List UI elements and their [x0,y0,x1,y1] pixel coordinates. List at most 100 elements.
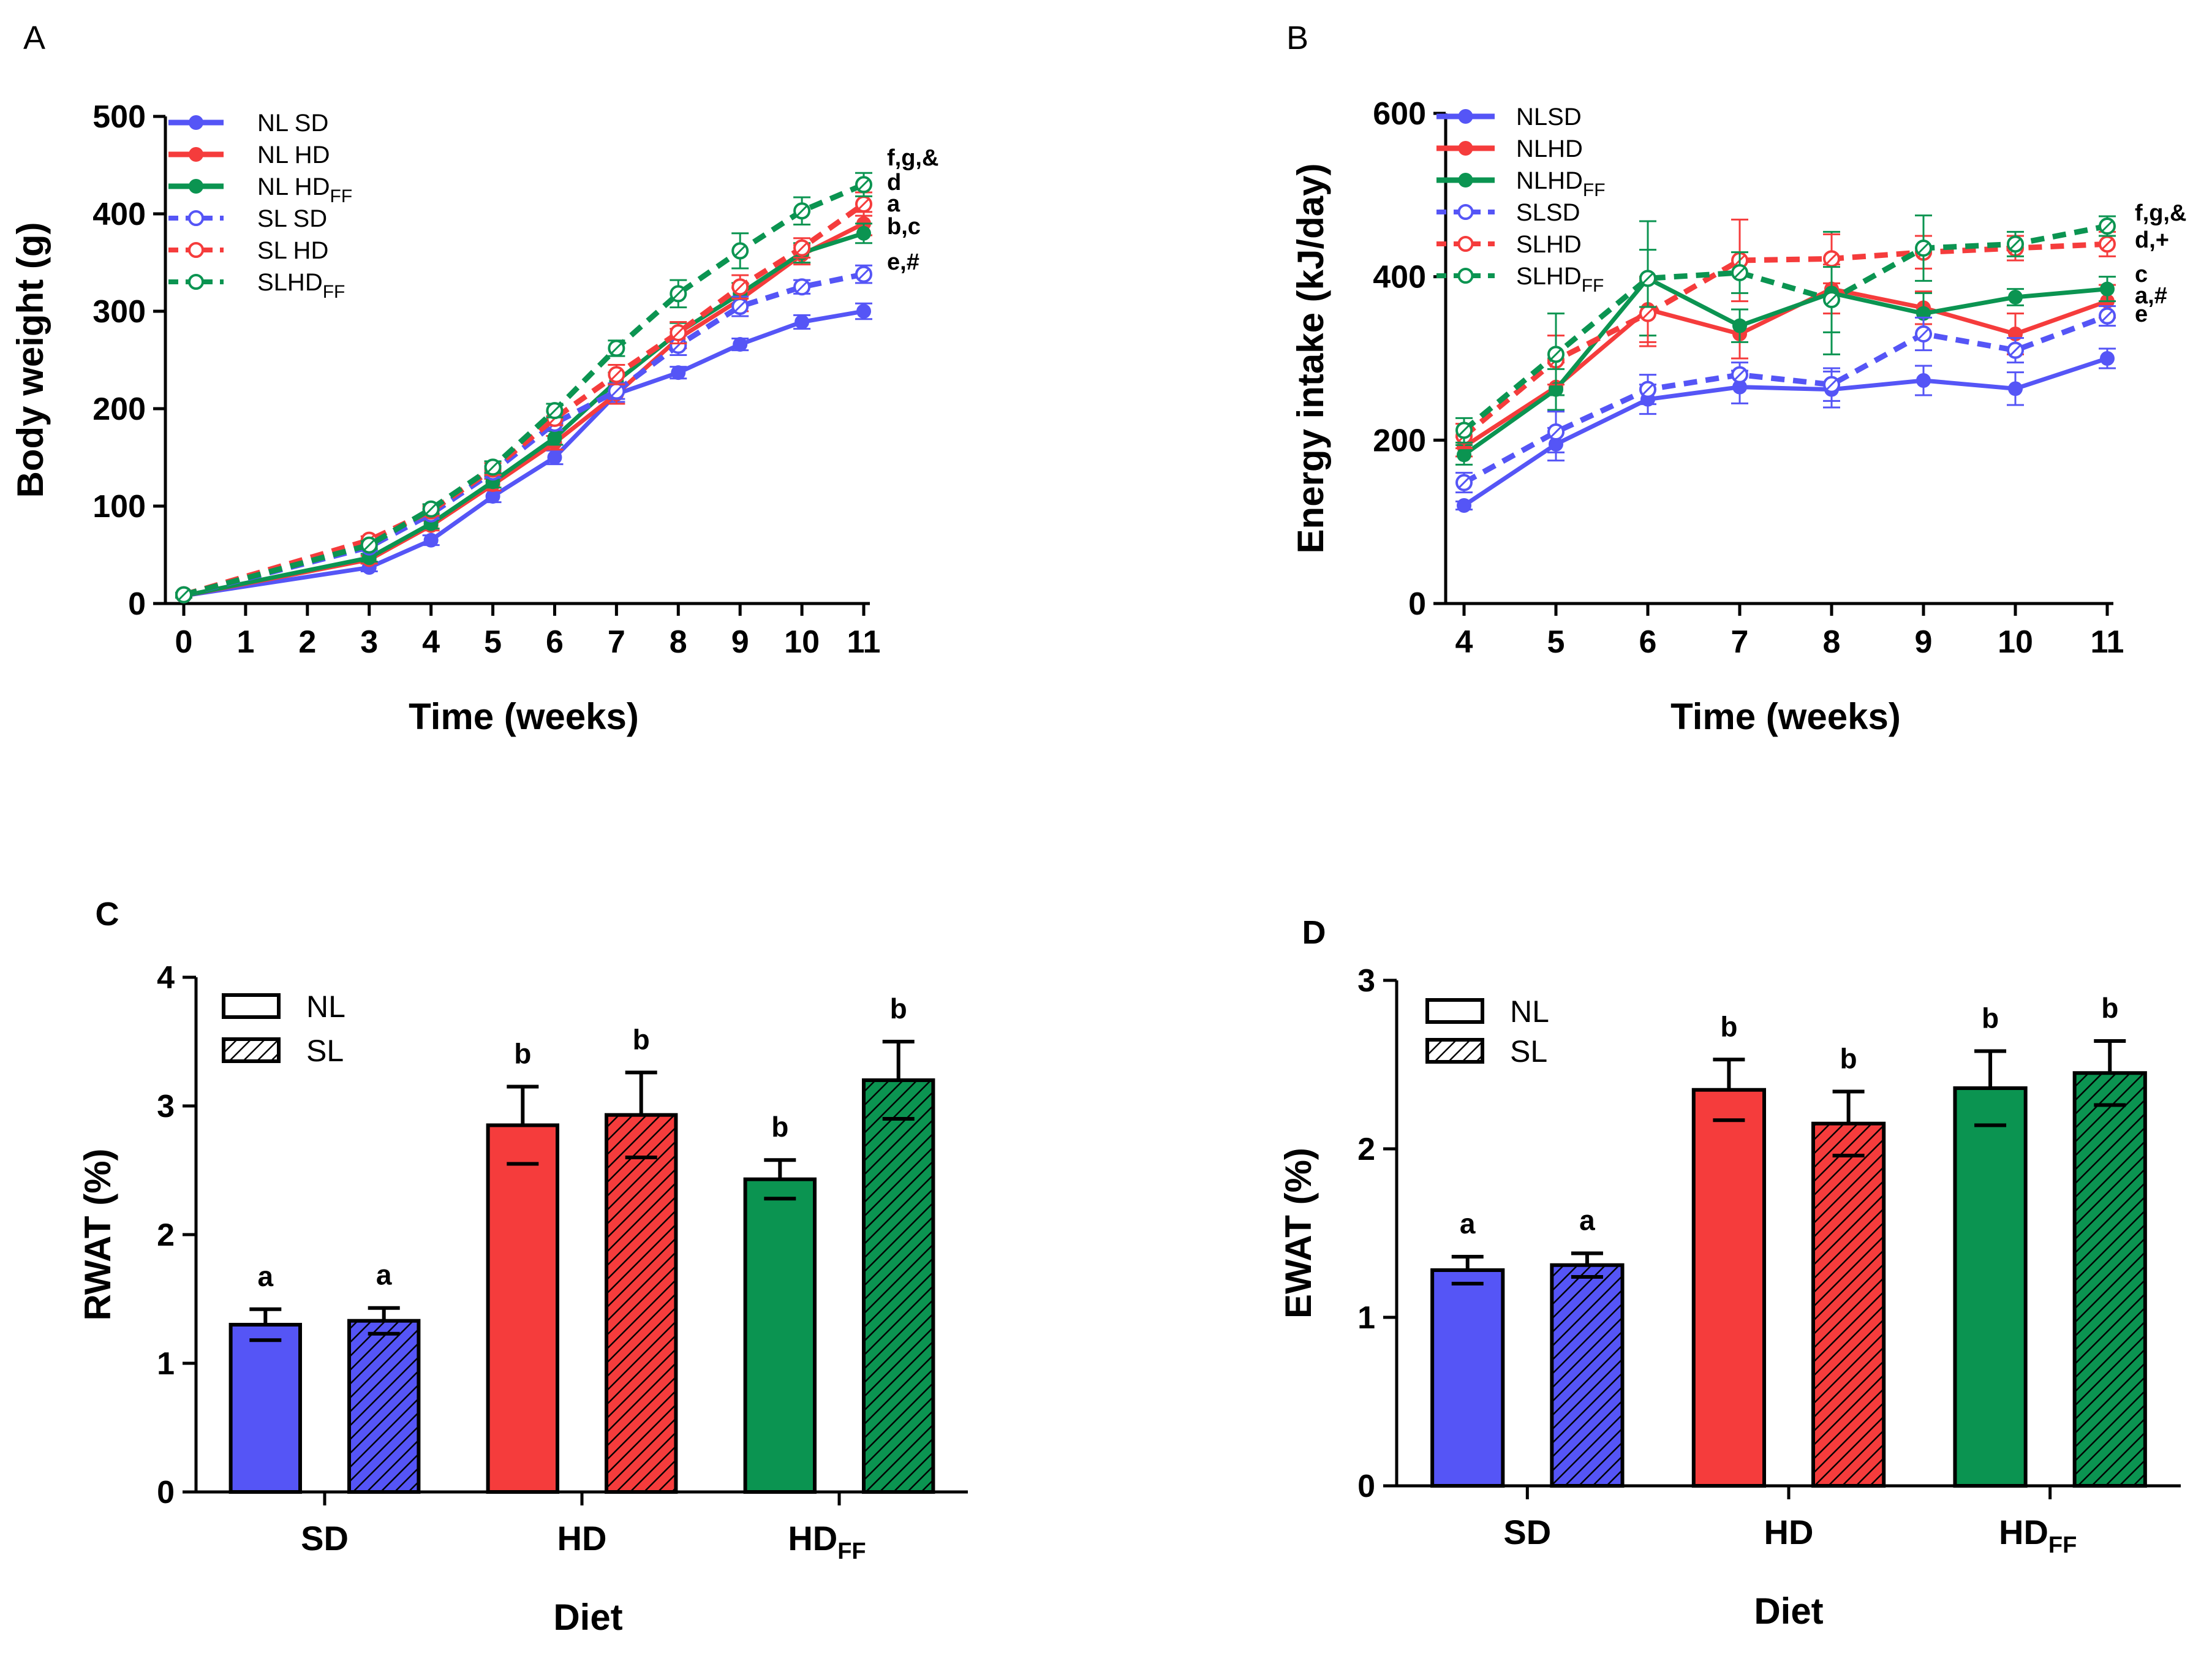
data-point [1732,318,1747,333]
x-axis-title: Time (weeks) [409,696,639,737]
data-point-slash [734,300,746,312]
data-point-slash [2101,238,2113,250]
x-tick-label: 10 [784,624,820,660]
bar-sl [862,1078,935,1494]
legend-marker [189,179,203,194]
data-point-slash [1825,253,1838,265]
y-tick-label: 2 [1357,1132,1375,1167]
data-point-slash [673,327,684,339]
y-tick-label: 0 [1357,1469,1375,1504]
legend-marker [189,147,203,162]
y-tick-label: 400 [92,197,146,232]
y-tick-label: 300 [92,294,146,330]
data-point-slash [1642,273,1654,284]
significance-letter: b [771,1111,788,1143]
x-tick-label: 5 [1547,624,1565,660]
legend-label: NLSD [1516,104,1582,131]
x-tick-label: 7 [1731,624,1749,660]
legend-marker [188,210,204,226]
legend-marker [188,242,204,258]
data-point-slash [858,199,870,210]
bar-nl [486,1123,559,1494]
legend-marker [1457,204,1474,220]
series-line [1462,276,2108,457]
bar-sl [1811,1121,1886,1488]
data-point [733,337,748,352]
data-point-slash [611,385,622,397]
significance-annotation: a,# [2135,283,2167,309]
legend-marker [189,115,203,130]
data-point-slash [2101,220,2113,232]
legend-swatch [222,1037,281,1063]
legend-marker [1458,141,1473,156]
data-point-slash [611,343,622,354]
legend-label: NL HD [257,142,330,168]
bar-nl [743,1177,817,1494]
legend-label: NL SD [257,110,328,137]
significance-letter: a [258,1260,274,1292]
data-point-slash [858,179,870,191]
x-tick-label: 4 [1455,624,1473,660]
data-point-slash [1642,384,1654,395]
legend-label: SLHDFF [257,269,345,302]
panel-letter: B [1286,20,1308,56]
y-axis-title: Energy intake (kJ/day) [1290,164,1331,554]
significance-annotation: a [887,191,900,217]
legend-label: NL [1510,994,1549,1029]
data-point [485,489,500,504]
legend: NL SL [222,990,345,1068]
category-label: HDFF [1999,1513,2077,1558]
bar-sl [605,1113,678,1494]
data-point [795,314,810,330]
significance-annotation: f,g,& [2135,200,2186,226]
category-label: HDFF [788,1519,866,1564]
y-tick-label: 1 [1357,1300,1375,1336]
data-point-slash [2009,344,2021,356]
panel-c-rwat-bar-chart: C 0 1 2 3 4 RWAT (%) Diet SD a a HD b b HDFF b b NL SL [77,896,968,1638]
series-nl-sd [175,302,872,604]
bar-sl [1550,1263,1625,1488]
data-point [671,365,686,380]
legend-swatch [1425,998,1484,1024]
significance-letter: b [1982,1002,1999,1034]
legend: NL SL [1425,994,1549,1069]
y-tick-label: 3 [1357,963,1375,999]
legend-marker [188,274,204,290]
data-point-slash [2101,310,2113,322]
x-tick-label: 4 [422,624,440,660]
legend-swatch [1425,1038,1484,1064]
series-line [183,182,865,598]
y-tick-label: 0 [128,586,146,622]
panel-d-ewat-bar-chart: D 0 1 2 3 EWAT (%) Diet SD a a HD b b HDFF b b NL SL [1278,914,2181,1632]
legend-label: SLHDFF [1516,263,1604,296]
significance-annotation: e,# [887,249,919,275]
data-point [1457,447,1471,463]
significance-annotation: d,+ [2135,227,2169,253]
x-tick-label: 3 [360,624,378,660]
significance-letter: a [376,1259,392,1291]
y-tick-label: 500 [92,99,146,135]
data-point-slash [1734,369,1746,380]
significance-letter: a [1460,1208,1476,1240]
category-label: SD [301,1519,349,1558]
y-tick-label: 2 [157,1217,175,1253]
significance-letter: b [890,993,907,1024]
data-point-slash [487,461,499,473]
legend-label: NLHDFF [1516,167,1606,200]
panel-b-energy-intake-chart: B 0 200 400 600 4 5 6 7 8 9 10 11 Time (weeks) Energy … [1286,20,2186,737]
significance-annotation: e [2135,301,2148,327]
y-tick-label: 100 [92,489,146,524]
category-label: SD [1503,1513,1551,1551]
legend-marker [1457,268,1474,284]
x-axis-title: Time (weeks) [1670,696,1901,737]
bar-nl [1691,1088,1767,1488]
data-point-slash [1825,293,1838,306]
x-tick-label: 0 [175,624,193,660]
y-tick-label: 0 [1408,586,1426,622]
data-point [2100,281,2115,297]
series-line [1462,241,2108,439]
data-point [1457,498,1471,513]
panel-a-body-weight-chart: A 0 100 200 300 400 500 0 1 2 3 4 5 6 7 8 9 10 11 Time (wee… [10,20,938,737]
